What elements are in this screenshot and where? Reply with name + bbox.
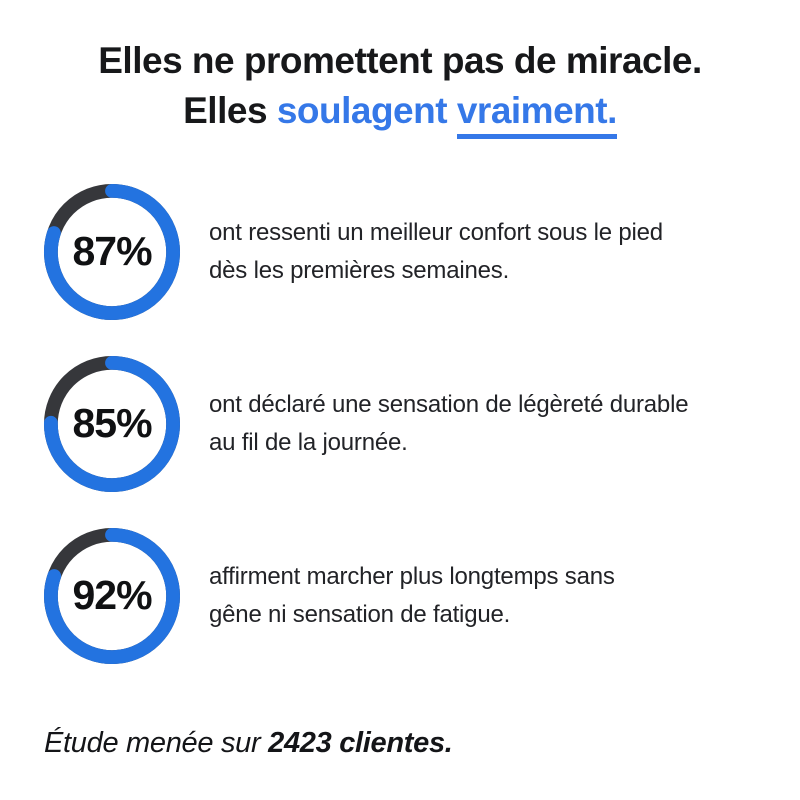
stat-line-1: affirment marcher plus longtemps sans (209, 562, 615, 590)
title-line-2-plain: Elles (183, 90, 268, 131)
title-underlined-word: vraiment. (456, 90, 617, 139)
progress-ring-icon (43, 355, 181, 492)
stat-description: ont ressenti un meilleur confort sous le… (209, 214, 663, 290)
study-note-prefix: Étude menée sur (44, 726, 261, 759)
page-title: Elles ne promettent pas de miracle. Elle… (0, 0, 800, 139)
stat-description: ont déclaré une sensation de légèreté du… (209, 386, 689, 462)
stat-line-2: au fil de la journée. (209, 428, 408, 456)
study-note-sample-size: 2423 clientes. (268, 726, 453, 759)
stat-line-2: dès les premières semaines. (209, 256, 510, 284)
progress-ring-icon (43, 527, 181, 664)
stat-row-1: 87% ont ressenti un meilleur confort sou… (43, 183, 800, 321)
ring-fill-arc (43, 355, 181, 492)
title-accent-word: soulagent (276, 90, 448, 131)
progress-ring-92: 92% (43, 527, 181, 665)
stat-row-2: 85% ont déclaré une sensation de légèret… (43, 355, 800, 493)
stat-description: affirment marcher plus longtemps sans gê… (209, 558, 615, 634)
ring-fill-arc (43, 527, 181, 664)
stat-line-2: gêne ni sensation de fatigue. (209, 600, 511, 628)
stat-line-1: ont ressenti un meilleur confort sous le… (209, 218, 663, 246)
title-line-1: Elles ne promettent pas de miracle. (98, 40, 702, 81)
stat-line-1: ont déclaré une sensation de légèreté du… (209, 390, 689, 418)
title-line-2: Elles soulagent vraiment. (183, 90, 617, 139)
progress-ring-icon (43, 183, 181, 320)
progress-ring-85: 85% (43, 355, 181, 493)
stat-percent: 87% (72, 228, 152, 275)
stat-percent: 92% (72, 572, 152, 619)
stats-list: 87% ont ressenti un meilleur confort sou… (0, 183, 800, 665)
progress-ring-87: 87% (43, 183, 181, 321)
stat-row-3: 92% affirment marcher plus longtemps san… (43, 527, 800, 665)
ring-fill-arc (43, 183, 181, 320)
study-note: Étude menée sur 2423 clientes. (44, 727, 800, 760)
stat-percent: 85% (72, 400, 152, 447)
